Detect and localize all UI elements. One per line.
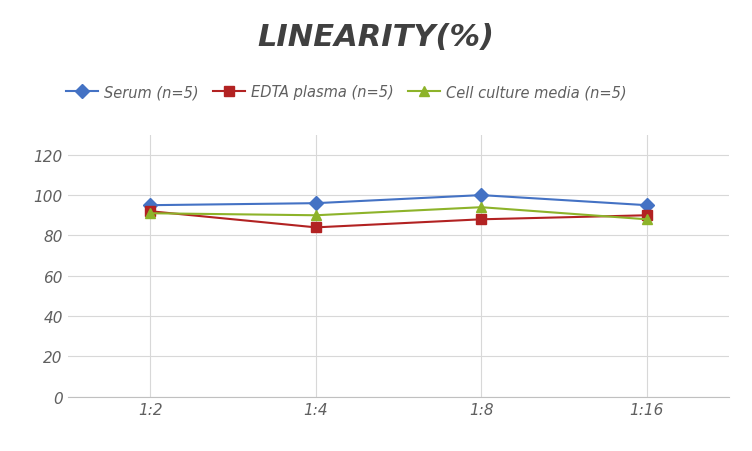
Line: Serum (n=5): Serum (n=5) xyxy=(146,191,651,211)
Line: Cell culture media (n=5): Cell culture media (n=5) xyxy=(146,203,651,225)
Cell culture media (n=5) xyxy=(146,211,155,216)
Cell culture media (n=5) xyxy=(642,217,651,222)
Legend: Serum (n=5), EDTA plasma (n=5), Cell culture media (n=5): Serum (n=5), EDTA plasma (n=5), Cell cul… xyxy=(60,79,632,106)
Serum (n=5) xyxy=(146,203,155,208)
Text: LINEARITY(%): LINEARITY(%) xyxy=(257,23,495,51)
Cell culture media (n=5) xyxy=(477,205,486,211)
EDTA plasma (n=5) xyxy=(477,217,486,222)
Serum (n=5) xyxy=(642,203,651,208)
Line: EDTA plasma (n=5): EDTA plasma (n=5) xyxy=(146,207,651,233)
EDTA plasma (n=5) xyxy=(311,225,320,230)
EDTA plasma (n=5) xyxy=(642,213,651,218)
EDTA plasma (n=5) xyxy=(146,209,155,215)
Serum (n=5) xyxy=(477,193,486,198)
Cell culture media (n=5) xyxy=(311,213,320,218)
Serum (n=5) xyxy=(311,201,320,207)
